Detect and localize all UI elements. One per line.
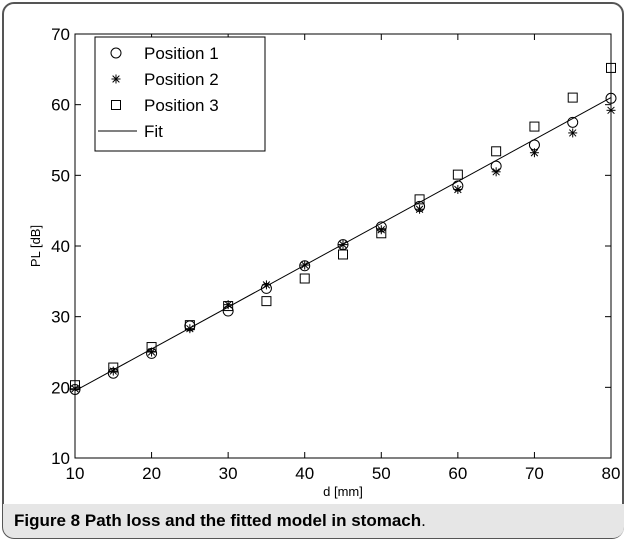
figure-caption: Figure 8 Path loss and the fitted model … — [14, 511, 426, 531]
y-tick-label: 70 — [51, 25, 70, 44]
position-2-point — [185, 324, 195, 334]
y-tick-label: 10 — [51, 449, 70, 468]
data-marks — [69, 62, 617, 395]
x-tick-label: 10 — [66, 464, 85, 483]
position-3-point — [414, 194, 425, 205]
position-3-point — [529, 121, 540, 132]
position-2-point — [300, 260, 310, 270]
position-1-point — [567, 116, 579, 128]
caption-title: Path loss and the fitted model in stomac… — [84, 511, 422, 530]
position-2-point — [70, 384, 80, 394]
x-tick-label: 80 — [602, 464, 621, 483]
axis-ticks: 10 20 30 40 50 60 70 80 10 20 30 40 50 60 70 — [51, 25, 620, 483]
legend-entry-position-1: Position 1 — [144, 44, 219, 63]
y-axis-label: PL [dB] — [28, 225, 43, 267]
position-3-point — [146, 342, 157, 353]
y-tick-label: 30 — [51, 308, 70, 327]
y-tick-label: 20 — [51, 378, 70, 397]
position-3-point — [606, 62, 616, 73]
position-3-point — [338, 249, 348, 260]
x-tick-label: 30 — [219, 464, 238, 483]
x-tick-label: 50 — [372, 464, 391, 483]
x-tick-label: 20 — [142, 464, 161, 483]
position-3-point — [452, 169, 463, 180]
position-2-point — [453, 184, 463, 194]
position-2-point — [568, 128, 578, 138]
position-2-point — [606, 105, 616, 115]
legend-entry-position-2: Position 2 — [144, 70, 219, 89]
legend-swatch — [110, 47, 122, 59]
position-2-point — [529, 148, 539, 158]
position-3-point — [567, 92, 578, 103]
position-3-point — [491, 146, 502, 157]
position-2-point — [261, 280, 271, 290]
caption-period: . — [421, 511, 426, 530]
caption-label: Figure 8 — [14, 511, 81, 530]
position-3-point — [184, 320, 195, 331]
legend-swatch — [111, 100, 121, 110]
position-1-point — [605, 92, 617, 104]
position-3-point — [108, 362, 119, 373]
position-3-point — [299, 273, 310, 284]
position-3-point — [261, 296, 272, 307]
legend-entry-fit: Fit — [144, 122, 163, 141]
y-tick-label: 40 — [51, 237, 70, 256]
position-2-point — [338, 240, 348, 250]
y-tick-label: 50 — [51, 166, 70, 185]
legend: Position 1 Position 2 Position 3 Fit — [94, 36, 266, 152]
x-axis-label: d [mm] — [323, 484, 363, 499]
x-tick-label: 70 — [525, 464, 544, 483]
position-2-point — [491, 167, 501, 177]
legend-box — [94, 36, 266, 152]
position-2-point — [108, 366, 118, 376]
position-2-point — [376, 225, 386, 235]
legend-swatch — [111, 74, 121, 84]
caption-band — [3, 504, 624, 538]
legend-entry-position-3: Position 3 — [144, 96, 219, 115]
position-3-point — [70, 380, 80, 391]
position-3-point — [223, 301, 234, 312]
position-2-point — [415, 204, 425, 214]
x-tick-label: 60 — [448, 464, 467, 483]
x-tick-label: 40 — [295, 464, 314, 483]
y-tick-label: 60 — [51, 96, 70, 115]
position-3-point — [376, 228, 387, 239]
